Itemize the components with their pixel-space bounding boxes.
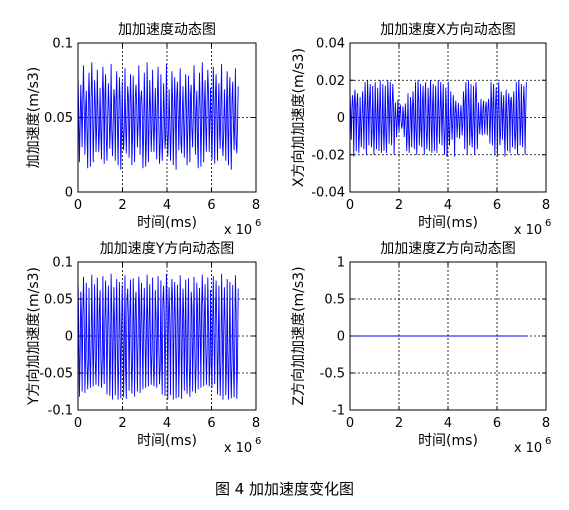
x-multiplier: x 10 [224, 223, 252, 238]
figure-caption: 图 4 加加速度变化图 [214, 480, 355, 498]
x-tick-label: 8 [542, 198, 550, 213]
x-tick-label: 8 [252, 198, 260, 213]
series-line [349, 80, 527, 157]
y-tick-label: 1 [337, 256, 345, 271]
x-tick-label: 6 [207, 198, 215, 213]
x-tick-label: 4 [444, 198, 452, 213]
x-tick-label: 0 [346, 416, 354, 431]
y-tick-label: -0.1 [48, 404, 73, 419]
chart-title: 加加速度动态图 [118, 22, 216, 38]
x-multiplier: x 10 [224, 441, 252, 456]
y-tick-label: 0 [65, 186, 73, 201]
x-axis-label: 时间(ms) [418, 433, 478, 449]
series-line [77, 273, 239, 400]
x-tick-label: 8 [252, 416, 260, 431]
y-tick-label: 0.1 [52, 256, 73, 271]
x-tick-label: 8 [542, 416, 550, 431]
y-tick-label: -0.02 [311, 148, 345, 163]
x-axis-label: 时间(ms) [137, 215, 197, 231]
x-multiplier-exponent: 6 [255, 436, 261, 447]
y-tick-label: 0.5 [324, 293, 345, 308]
x-multiplier-exponent: 6 [545, 218, 551, 229]
x-tick-label: 2 [395, 198, 403, 213]
chart-title: 加加速度Y方向动态图 [100, 241, 235, 257]
x-multiplier-exponent: 6 [545, 436, 551, 447]
y-tick-label: 0.05 [44, 111, 73, 126]
y-tick-label: -0.05 [39, 367, 73, 382]
y-tick-label: 0 [337, 330, 345, 345]
y-tick-label: 0 [65, 330, 73, 345]
x-axis-label: 时间(ms) [418, 215, 478, 231]
x-tick-label: 2 [118, 416, 126, 431]
x-tick-label: 4 [163, 198, 171, 213]
x-tick-label: 0 [74, 198, 82, 213]
y-tick-label: 0.05 [44, 293, 73, 308]
chart-title: 加加速度X方向动态图 [380, 22, 516, 38]
x-tick-label: 6 [493, 416, 501, 431]
y-tick-label: -0.04 [311, 186, 345, 201]
y-axis-label: Z方向加加速度(m/s3) [291, 266, 307, 405]
x-tick-label: 6 [207, 416, 215, 431]
y-axis-label: Y方向加加速度(m/s3) [26, 267, 42, 406]
x-multiplier-exponent: 6 [255, 218, 261, 229]
x-tick-label: 0 [74, 416, 82, 431]
y-tick-label: 0.1 [52, 37, 73, 52]
y-tick-label: -1 [332, 404, 345, 419]
y-tick-label: -0.5 [320, 367, 345, 382]
x-tick-label: 2 [395, 416, 403, 431]
x-tick-label: 2 [118, 198, 126, 213]
y-axis-label: 加加速度(m/s3) [26, 67, 42, 168]
x-tick-label: 4 [444, 416, 452, 431]
y-tick-label: 0 [337, 111, 345, 126]
y-tick-label: 0.04 [316, 37, 345, 52]
x-multiplier: x 10 [514, 223, 542, 238]
y-tick-label: 0.02 [316, 74, 345, 89]
y-axis-label: X方向加加速度(m/s3) [291, 48, 307, 187]
x-axis-label: 时间(ms) [137, 433, 197, 449]
x-multiplier: x 10 [514, 441, 542, 456]
chart-2: 0 2 4 6 8 -0.04 -0.02 0 0.02 0.04 加加速度X方向动态图时间(ms)… [291, 22, 551, 238]
chart-title: 加加速度Z方向动态图 [380, 241, 516, 257]
x-tick-label: 4 [163, 416, 171, 431]
x-tick-label: 6 [493, 198, 501, 213]
series-line [77, 62, 239, 170]
x-tick-label: 0 [346, 198, 354, 213]
